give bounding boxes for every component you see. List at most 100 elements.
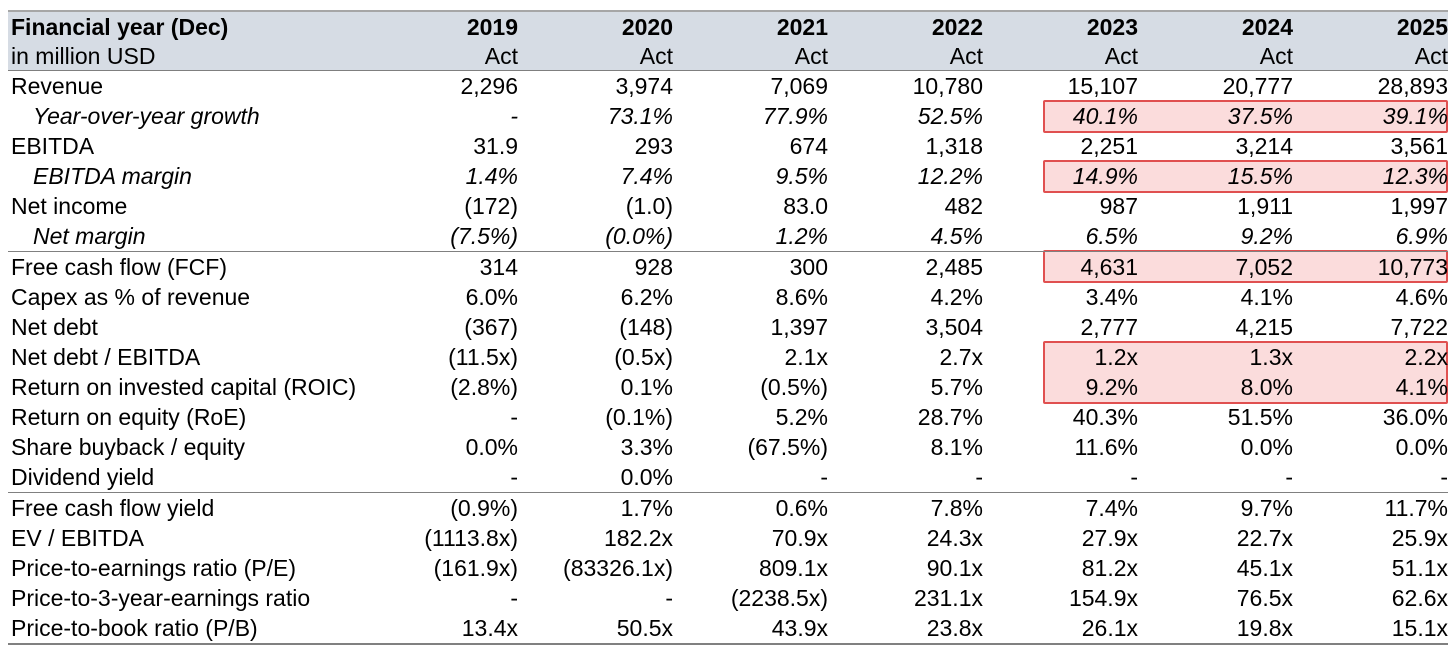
cell-2020: (0.0%) [605, 223, 673, 249]
cell-2025: 28,893 [1377, 73, 1448, 99]
cell-2019: (172) [464, 193, 518, 219]
row-label: Net debt / EBITDA [11, 344, 201, 370]
cell-2021: 809.1x [758, 555, 828, 581]
cell-2020: 1.7% [620, 495, 673, 521]
cell-2025: 1,997 [1390, 193, 1448, 219]
row-roic: Return on invested capital (ROIC) (2.8%)… [8, 372, 1448, 402]
cell-2025: 12.3% [1382, 163, 1448, 189]
cell-2023: 15,107 [1067, 73, 1138, 99]
cell-2024: 22.7x [1236, 525, 1293, 551]
row-fcf-yield: Free cash flow yield (0.9%) 1.7% 0.6% 7.… [8, 492, 1448, 523]
cell-2025: 62.6x [1391, 585, 1448, 611]
cell-2024: 9.2% [1240, 223, 1293, 249]
basis-2023: Act [1104, 43, 1138, 69]
cell-2023: 14.9% [1072, 163, 1138, 189]
cell-2024: 1,911 [1237, 193, 1293, 219]
row-buyback: Share buyback / equity 0.0% 3.3% (67.5%)… [8, 432, 1448, 462]
cell-2023: 7.4% [1085, 495, 1138, 521]
cell-2021: 300 [789, 254, 828, 280]
cell-2025: 25.9x [1391, 525, 1448, 551]
row-net-income: Net income (172) (1.0) 83.0 482 987 1,91… [8, 191, 1448, 221]
cell-2024: 20,777 [1222, 73, 1293, 99]
row-ebitda-margin: EBITDA margin 1.4% 7.4% 9.5% 12.2% 14.9%… [8, 161, 1448, 191]
cell-2023: 81.2x [1081, 555, 1138, 581]
cell-2021: 77.9% [762, 103, 828, 129]
cell-2023: 2,777 [1080, 314, 1138, 340]
basis-2021: Act [794, 43, 828, 69]
row-label: Year-over-year growth [33, 103, 260, 129]
cell-2023: 4,631 [1080, 254, 1138, 280]
cell-2020: 3,974 [615, 73, 673, 99]
cell-2022: 2,485 [925, 254, 983, 280]
cell-2022: 23.8x [926, 615, 983, 641]
cell-2020: 7.4% [620, 163, 673, 189]
row-label: Return on invested capital (ROIC) [11, 374, 357, 400]
cell-2025: 4.1% [1395, 374, 1448, 400]
cell-2021: 7,069 [770, 73, 828, 99]
row-label: Price-to-3-year-earnings ratio [11, 585, 311, 611]
cell-2024: 7,052 [1235, 254, 1293, 280]
cell-2021: 5.2% [775, 404, 828, 430]
basis-2020: Act [639, 43, 673, 69]
cell-2019: (161.9x) [433, 555, 518, 581]
row-net-debt: Net debt (367) (148) 1,397 3,504 2,777 4… [8, 312, 1448, 342]
row-label: Net margin [33, 223, 146, 249]
cell-2020: 182.2x [603, 525, 673, 551]
cell-2022: 8.1% [930, 434, 983, 460]
row-p3e: Price-to-3-year-earnings ratio - - (2238… [8, 583, 1448, 613]
row-label: Price-to-earnings ratio (P/E) [11, 555, 297, 581]
cell-2025: 0.0% [1395, 434, 1448, 460]
cell-2023: 987 [1099, 193, 1138, 219]
table-body: Revenue 2,296 3,974 7,069 10,780 15,107 … [8, 71, 1448, 645]
row-net-debt-ebitda: Net debt / EBITDA (11.5x) (0.5x) 2.1x 2.… [8, 342, 1448, 372]
cell-2019: 31.9 [473, 133, 518, 159]
cell-2019: (1113.8x) [424, 525, 518, 551]
cell-2025: 15.1x [1391, 615, 1448, 641]
header-year-row: Financial year (Dec) 2019 2020 2021 2022… [8, 12, 1448, 41]
cell-2025: 4.6% [1395, 284, 1448, 310]
row-label: Share buyback / equity [11, 434, 245, 460]
cell-2020: 3.3% [620, 434, 673, 460]
cell-2024: 1.3x [1249, 344, 1293, 370]
cell-2022: 4.2% [930, 284, 983, 310]
row-ebitda: EBITDA 31.9 293 674 1,318 2,251 3,214 3,… [8, 131, 1448, 161]
cell-2021: 2.1x [784, 344, 828, 370]
cell-2019: (11.5x) [448, 344, 518, 370]
cell-2022: 24.3x [926, 525, 983, 551]
cell-2023: 154.9x [1068, 585, 1138, 611]
row-fcf: Free cash flow (FCF) 314 928 300 2,485 4… [8, 251, 1448, 282]
cell-2023: 27.9x [1081, 525, 1138, 551]
cell-2019: - [510, 103, 518, 129]
cell-2023: 9.2% [1085, 374, 1138, 400]
cell-2024: 19.8x [1236, 615, 1293, 641]
cell-2024: 51.5% [1227, 404, 1293, 430]
row-label: Price-to-book ratio (P/B) [11, 615, 258, 641]
row-label: EV / EBITDA [11, 525, 144, 551]
cell-2020: (148) [619, 314, 673, 340]
cell-2022: 3,504 [925, 314, 983, 340]
cell-2020: 6.2% [620, 284, 673, 310]
cell-2023: 26.1x [1081, 615, 1138, 641]
row-label: Free cash flow (FCF) [11, 254, 227, 280]
cell-2022: 2.7x [939, 344, 983, 370]
highlight-box-ebitda-margin [1043, 160, 1448, 193]
row-label: EBITDA margin [33, 163, 192, 189]
cell-2024: 0.0% [1240, 434, 1293, 460]
cell-2025: 36.0% [1382, 404, 1448, 430]
cell-2023: 40.1% [1072, 103, 1138, 129]
cell-2021: (67.5%) [747, 434, 828, 460]
cell-2022: 90.1x [926, 555, 983, 581]
header-basis-row: in million USD Act Act Act Act Act Act A… [8, 41, 1448, 70]
year-2020: 2020 [621, 14, 673, 40]
cell-2023: 2,251 [1080, 133, 1138, 159]
cell-2019: 6.0% [465, 284, 518, 310]
highlight-box-leverage-roic [1043, 341, 1448, 404]
row-label: Return on equity (RoE) [11, 404, 247, 430]
row-roe: Return on equity (RoE) - (0.1%) 5.2% 28.… [8, 402, 1448, 432]
cell-2019: 0.0% [465, 434, 518, 460]
cell-2019: 314 [479, 254, 518, 280]
cell-2024: 15.5% [1227, 163, 1293, 189]
year-2021: 2021 [776, 14, 828, 40]
cell-2022: 7.8% [930, 495, 983, 521]
cell-2025: 3,561 [1390, 133, 1448, 159]
